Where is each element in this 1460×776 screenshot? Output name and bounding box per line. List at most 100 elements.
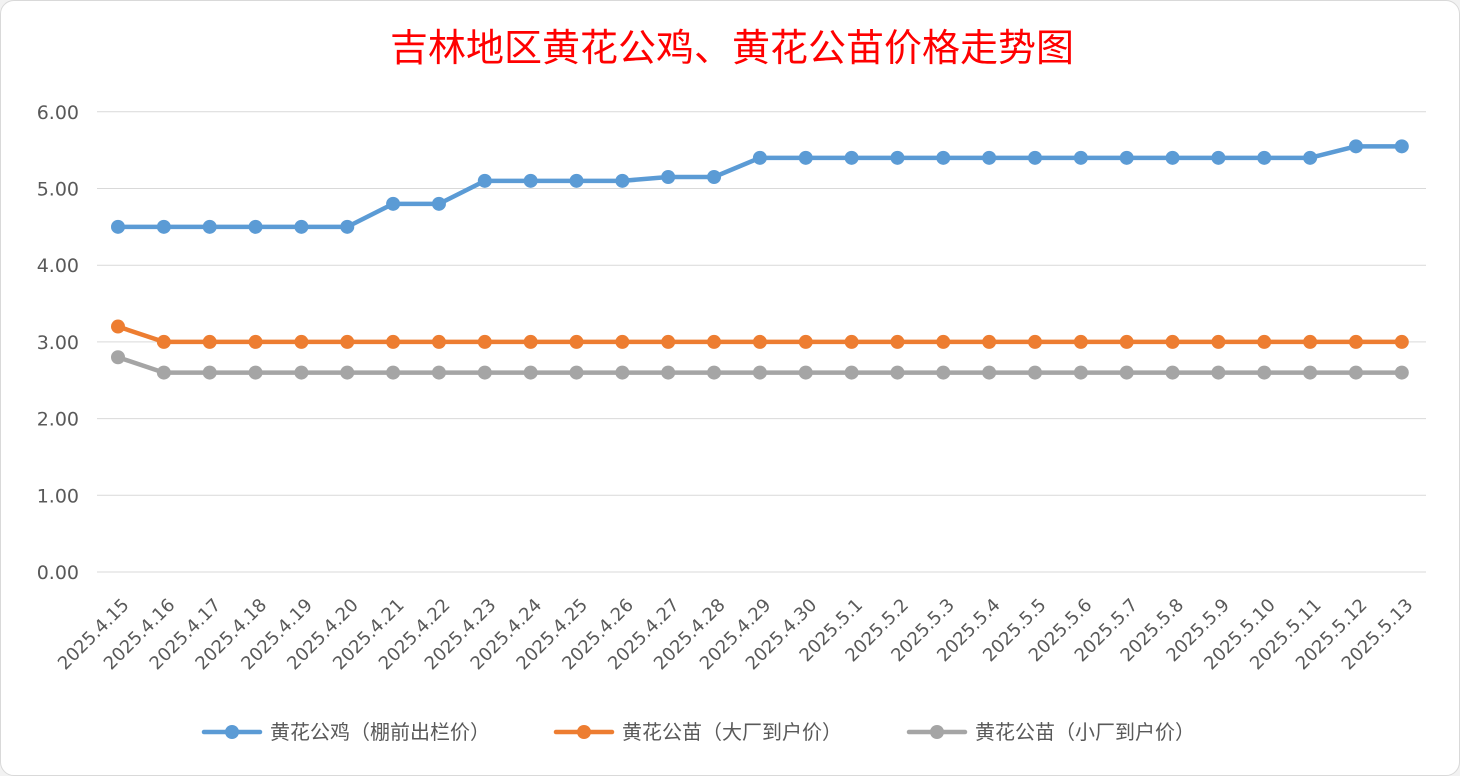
series-3 [111, 350, 1409, 380]
y-tick-label: 2.00 [37, 409, 79, 431]
data-point [340, 334, 355, 349]
data-point [1257, 150, 1272, 165]
data-point [615, 365, 630, 380]
data-point [523, 173, 538, 188]
y-tick-label: 4.00 [37, 255, 79, 277]
data-point [248, 334, 263, 349]
data-point [248, 219, 263, 234]
data-point [431, 196, 446, 211]
series-lines [111, 139, 1409, 380]
data-point [1257, 365, 1272, 380]
legend-swatch-marker [225, 725, 239, 739]
data-point [844, 334, 859, 349]
data-point [294, 365, 309, 380]
data-point [156, 365, 171, 380]
data-point [202, 334, 217, 349]
data-point [1211, 365, 1226, 380]
data-point [202, 219, 217, 234]
legend-swatch-marker [930, 725, 944, 739]
data-point [1257, 334, 1272, 349]
data-point [1119, 150, 1134, 165]
data-point [982, 365, 997, 380]
data-point [936, 365, 951, 380]
data-point [1303, 365, 1318, 380]
data-point [202, 365, 217, 380]
legend-label: 黄花公鸡（棚前出栏价） [270, 720, 490, 744]
data-point [1028, 150, 1042, 165]
chart-title: 吉林地区黄花公鸡、黄花公苗价格走势图 [390, 26, 1074, 70]
data-point [477, 334, 492, 349]
data-point [340, 365, 355, 380]
data-point [1211, 334, 1226, 349]
data-point [156, 334, 171, 349]
data-point [111, 350, 125, 365]
data-point [1165, 150, 1180, 165]
data-point [844, 150, 859, 165]
data-point [661, 365, 676, 380]
data-point [936, 150, 951, 165]
data-point [615, 334, 630, 349]
data-point [798, 150, 813, 165]
data-point [661, 169, 676, 184]
data-point [1348, 334, 1363, 349]
data-point [156, 219, 171, 234]
y-axis-ticks: 0.00 1.00 2.00 3.00 4.00 5.00 6.00 [37, 102, 79, 584]
data-point [386, 334, 401, 349]
data-point [1394, 139, 1409, 154]
y-tick-label: 6.00 [37, 102, 79, 124]
y-tick-label: 0.00 [37, 562, 79, 584]
data-point [798, 365, 813, 380]
data-point [569, 173, 584, 188]
data-point [936, 334, 951, 349]
data-point [1028, 365, 1042, 380]
data-point [431, 334, 446, 349]
legend: 黄花公鸡（棚前出栏价） 黄花公苗（大厂到户价） 黄花公苗（小厂到户价） [201, 720, 1195, 744]
data-point [1303, 334, 1318, 349]
data-point [569, 334, 584, 349]
data-point [1119, 334, 1134, 349]
data-point [294, 219, 309, 234]
data-point [431, 365, 446, 380]
data-point [707, 169, 722, 184]
data-point [707, 334, 722, 349]
data-point [1394, 365, 1409, 380]
data-point [1394, 334, 1409, 349]
legend-swatch-marker [577, 725, 591, 739]
data-point [1165, 334, 1180, 349]
series-1 [111, 139, 1409, 234]
data-point [615, 173, 630, 188]
series-2 [111, 319, 1409, 349]
data-point [890, 150, 905, 165]
data-point [798, 334, 813, 349]
y-tick-label: 3.00 [37, 332, 79, 354]
data-point [1119, 365, 1134, 380]
data-point [844, 365, 859, 380]
data-point [477, 173, 492, 188]
data-point [477, 365, 492, 380]
data-point [752, 150, 767, 165]
data-point [294, 334, 309, 349]
data-point [1165, 365, 1180, 380]
data-point [248, 365, 263, 380]
data-point [340, 219, 355, 234]
data-point [1028, 334, 1042, 349]
data-point [523, 365, 538, 380]
data-point [1073, 334, 1088, 349]
data-point [1073, 365, 1088, 380]
data-point [890, 334, 905, 349]
data-point [890, 365, 905, 380]
data-point [1211, 150, 1226, 165]
data-point [523, 334, 538, 349]
data-point [752, 334, 767, 349]
data-point [661, 334, 676, 349]
y-tick-label: 5.00 [37, 179, 79, 201]
legend-item: 黄花公苗（大厂到户价） [553, 720, 842, 744]
data-point [1348, 365, 1363, 380]
legend-label: 黄花公苗（大厂到户价） [622, 720, 842, 744]
legend-item: 黄花公苗（小厂到户价） [906, 720, 1195, 744]
data-point [1073, 150, 1088, 165]
x-axis-ticks: 2025.4.152025.4.162025.4.172025.4.182025… [54, 595, 1417, 675]
data-point [982, 150, 997, 165]
